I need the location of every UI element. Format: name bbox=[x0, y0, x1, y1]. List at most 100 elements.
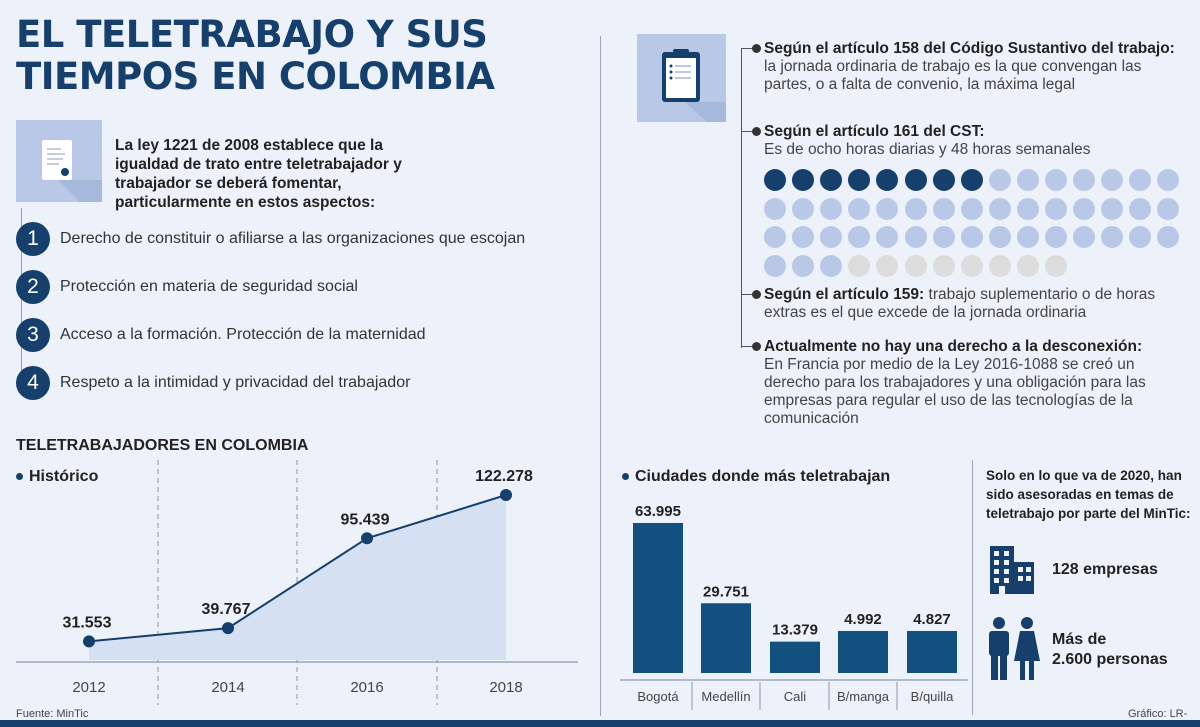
clipboard-icon-box bbox=[637, 34, 726, 122]
section-dot bbox=[16, 473, 23, 481]
cities-bar-chart: 63.995 Bogotá 29.751 Medellín 13.379 Cali 4.99… bbox=[620, 503, 968, 710]
hour-dot bbox=[1045, 254, 1067, 277]
hour-dot bbox=[1157, 197, 1180, 220]
bar-value-label: 29.751 bbox=[703, 583, 749, 600]
hour-dot bbox=[820, 254, 843, 277]
article-159-heading: Según el artículo 159: bbox=[764, 286, 925, 303]
aspect-number-badge: 1 bbox=[16, 222, 50, 256]
aspect-text: Respeto a la intimidad y privacidad del … bbox=[60, 374, 411, 391]
historic-subheading: Histórico bbox=[16, 468, 98, 486]
vertical-divider-small bbox=[972, 460, 973, 715]
aspect-text: Protección en materia de seguridad socia… bbox=[60, 278, 358, 295]
historic-line-chart: 31.553 2012 39.767 2014 95.439 2016 122.278 201… bbox=[16, 460, 578, 705]
data-label: 31.553 bbox=[63, 614, 112, 631]
bar bbox=[838, 631, 888, 673]
historic-heading: TELETRABAJADORES EN COLOMBIA bbox=[16, 437, 309, 454]
aspect-number-badge: 2 bbox=[16, 270, 50, 304]
hour-dot bbox=[1073, 226, 1096, 248]
article-158: Según el artículo 158 del Código Sustant… bbox=[764, 40, 1184, 94]
hour-dot bbox=[960, 197, 983, 220]
hour-dot bbox=[1016, 226, 1039, 248]
bullet-dot bbox=[752, 127, 761, 136]
x-tick-label: 2018 bbox=[489, 679, 522, 696]
vertical-divider bbox=[600, 36, 601, 716]
bottom-bar bbox=[0, 720, 1200, 727]
data-point bbox=[361, 532, 373, 545]
disconnection-note: Actualmente no hay una derecho a la desc… bbox=[764, 338, 1184, 428]
hour-dot bbox=[1101, 197, 1124, 220]
hour-dot bbox=[876, 254, 899, 277]
personas-count: Más de 2.600 personas bbox=[1052, 630, 1168, 670]
area-fill bbox=[89, 495, 506, 660]
data-point bbox=[500, 489, 512, 501]
hour-dot bbox=[1016, 254, 1039, 277]
bar bbox=[633, 523, 683, 673]
bar-value-label: 4.992 bbox=[844, 611, 882, 628]
data-label: 122.278 bbox=[475, 468, 533, 485]
hour-dot bbox=[932, 197, 955, 220]
x-tick-label: 2012 bbox=[72, 679, 105, 696]
category-label: Medellín bbox=[701, 689, 750, 704]
hour-dot bbox=[876, 197, 899, 220]
article-159-text: trabajo suplementario o de horas extras … bbox=[764, 286, 1156, 321]
article-161: Según el artículo 161 del CST: Es de och… bbox=[764, 123, 1184, 159]
intro-text: La ley 1221 de 2008 establece que la igu… bbox=[115, 137, 402, 211]
bullet-dot bbox=[752, 290, 761, 299]
hour-dot bbox=[988, 197, 1011, 220]
hour-dot bbox=[1073, 169, 1096, 191]
hour-dot bbox=[792, 169, 815, 191]
cities-heading: Ciudades donde más teletrabajan bbox=[622, 468, 890, 486]
buildings-icon bbox=[990, 546, 1034, 594]
hour-dot bbox=[1129, 197, 1152, 220]
article-159: Según el artículo 159: trabajo suplement… bbox=[764, 286, 1184, 322]
aspect-number-badge: 3 bbox=[16, 318, 50, 352]
connector-tick bbox=[741, 131, 759, 132]
category-label: B/quilla bbox=[911, 689, 954, 704]
bar-value-label: 63.995 bbox=[635, 503, 681, 520]
hour-dot bbox=[1157, 226, 1180, 248]
hour-dot bbox=[1129, 226, 1152, 248]
hour-dot bbox=[764, 169, 786, 191]
hour-dot bbox=[792, 197, 815, 220]
hour-dot bbox=[820, 169, 843, 191]
hour-dot bbox=[820, 226, 843, 248]
hour-dot bbox=[904, 197, 927, 220]
hour-dot bbox=[1101, 226, 1124, 248]
hour-dot bbox=[932, 254, 955, 277]
bullet-dot bbox=[752, 44, 761, 53]
aspect-number-badge: 4 bbox=[16, 366, 50, 400]
bullet-dot bbox=[752, 342, 761, 351]
articles-connector-line bbox=[741, 48, 742, 348]
hour-dot bbox=[848, 226, 871, 248]
personas-line2: 2.600 personas bbox=[1052, 651, 1168, 668]
hour-dot bbox=[764, 226, 786, 248]
hour-dot bbox=[988, 226, 1011, 248]
hour-dot bbox=[904, 169, 927, 191]
data-point bbox=[83, 635, 95, 648]
connector-tick bbox=[741, 294, 759, 295]
hour-dot bbox=[904, 254, 927, 277]
connector-tick bbox=[741, 48, 759, 49]
hour-dot bbox=[1073, 197, 1096, 220]
cities-heading-label: Ciudades donde más teletrabajan bbox=[635, 468, 891, 485]
people-icon bbox=[989, 617, 1040, 680]
data-label: 95.439 bbox=[341, 511, 390, 528]
hour-dot bbox=[876, 169, 899, 191]
hour-dot bbox=[904, 226, 927, 248]
hour-dot bbox=[1045, 169, 1067, 191]
hour-dot bbox=[792, 254, 815, 277]
empresas-count: 128 empresas bbox=[1052, 561, 1158, 578]
bar-value-label: 13.379 bbox=[772, 622, 818, 639]
clipboard-icon bbox=[662, 49, 726, 122]
source-note: Fuente: MinTic bbox=[16, 708, 89, 720]
page-title: EL TELETRABAJO Y SUS TIEMPOS EN COLOMBIA bbox=[16, 13, 495, 98]
hour-dot bbox=[820, 197, 843, 220]
hour-dot bbox=[960, 169, 983, 191]
hour-dot bbox=[1045, 226, 1067, 248]
disconnection-heading: Actualmente no hay una derecho a la desc… bbox=[764, 338, 1143, 355]
asesoradas-text: Solo en lo que va de 2020, han sido ases… bbox=[986, 468, 1191, 521]
hour-dot bbox=[960, 226, 983, 248]
hour-dot bbox=[1101, 169, 1124, 191]
hour-dot bbox=[1045, 197, 1067, 220]
article-158-text: la jornada ordinaria de trabajo es la qu… bbox=[764, 58, 1142, 93]
